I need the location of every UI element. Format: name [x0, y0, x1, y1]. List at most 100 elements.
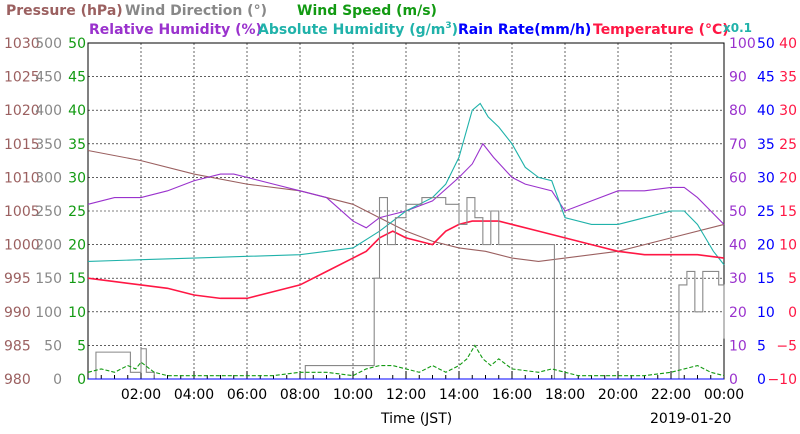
wind-direction-tick-label: 100	[35, 305, 62, 321]
wind-direction-tick-label: 0	[53, 372, 62, 388]
pressure-tick-label: 1005	[4, 204, 40, 220]
left-axis-ticks: 9809859909951000100510101015102010251030…	[4, 36, 86, 388]
x-tick-label: 14:00	[439, 387, 479, 403]
temperature-tick-label: 25	[779, 137, 797, 153]
x-tick-label: 02:00	[121, 387, 161, 403]
x-axis-label: Time (JST)	[380, 411, 452, 427]
legend-absolute-humidity-sup: 3	[445, 21, 451, 31]
humidity-tick-label: 40	[729, 238, 747, 254]
humidity-tick-label: 0	[729, 372, 738, 388]
x-tick-label: 10:00	[333, 387, 373, 403]
wind-direction-tick-label: 150	[35, 271, 62, 287]
rain-rate-tick-label: 50	[757, 36, 775, 52]
series-line-relative-humidity	[87, 142, 725, 229]
legend-scale-note: x0.1	[723, 21, 752, 35]
legend-relative-humidity: Relative Humidity (%)	[89, 22, 262, 38]
date-label: 2019-01-20	[650, 411, 731, 427]
x-tick-label: 12:00	[386, 387, 426, 403]
pressure-tick-label: 990	[4, 305, 31, 321]
wind-speed-tick-label: 35	[68, 137, 86, 153]
rain-rate-tick-label: 15	[757, 271, 775, 287]
wind-speed-tick-label: 50	[68, 36, 86, 52]
wind-speed-tick-label: 40	[68, 103, 86, 119]
humidity-tick-label: 30	[729, 271, 747, 287]
wind-speed-tick-label: 20	[68, 238, 86, 254]
wind-direction-tick-label: 50	[44, 338, 62, 354]
wind-speed-tick-label: 45	[68, 70, 86, 86]
rain-rate-tick-label: 30	[757, 170, 775, 186]
pressure-tick-label: 1010	[4, 170, 40, 186]
wind-speed-tick-label: 10	[68, 305, 86, 321]
wind-direction-tick-label: 350	[35, 137, 62, 153]
wind-direction-tick-label: 300	[35, 170, 62, 186]
pressure-tick-label: 980	[4, 372, 31, 388]
temperature-tick-label: 30	[779, 103, 797, 119]
legend-pressure: Pressure (hPa)	[6, 3, 123, 19]
series-line-absolute-humidity	[87, 102, 725, 266]
wind-speed-tick-label: 5	[77, 338, 86, 354]
temperature-tick-label: 5	[788, 271, 797, 287]
temperature-tick-label: 15	[779, 204, 797, 220]
legend-wind-speed: Wind Speed (m/s)	[297, 3, 437, 19]
humidity-tick-label: 60	[729, 170, 747, 186]
legend-wind-direction: Wind Direction (°)	[125, 3, 267, 19]
legend-rain-rate: Rain Rate(mm/h)	[458, 22, 591, 38]
pressure-tick-label: 1020	[4, 103, 40, 119]
rain-rate-tick-label: 0	[757, 372, 766, 388]
humidity-tick-label: 50	[729, 204, 747, 220]
wind-speed-tick-label: 30	[68, 170, 86, 186]
legend-temperature: Temperature (°C)	[593, 22, 729, 38]
humidity-tick-label: 70	[729, 137, 747, 153]
rain-rate-tick-label: 20	[757, 238, 775, 254]
x-tick-label: 08:00	[280, 387, 320, 403]
series-group	[87, 102, 725, 380]
pressure-tick-label: 1015	[4, 137, 40, 153]
rain-rate-tick-label: 45	[757, 70, 775, 86]
rain-rate-tick-label: 5	[757, 338, 766, 354]
wind-direction-tick-label: 250	[35, 204, 62, 220]
wind-speed-tick-label: 15	[68, 271, 86, 287]
temperature-tick-label: 20	[779, 170, 797, 186]
temperature-tick-label: −10	[767, 372, 797, 388]
x-tick-label: 06:00	[227, 387, 267, 403]
wind-speed-tick-label: 25	[68, 204, 86, 220]
pressure-tick-label: 995	[4, 271, 31, 287]
right-axis-ticks: 0102030405060708090100051015202530354045…	[729, 36, 797, 388]
humidity-tick-label: 90	[729, 70, 747, 86]
rain-rate-tick-label: 25	[757, 204, 775, 220]
wind-direction-tick-label: 400	[35, 103, 62, 119]
temperature-tick-label: 40	[779, 36, 797, 52]
rain-rate-tick-label: 35	[757, 137, 775, 153]
humidity-tick-label: 100	[729, 36, 756, 52]
wind-direction-tick-label: 450	[35, 70, 62, 86]
pressure-tick-label: 1000	[4, 238, 40, 254]
rain-rate-tick-label: 40	[757, 103, 775, 119]
pressure-tick-label: 985	[4, 338, 31, 354]
series-line-wind-direction	[88, 197, 725, 380]
humidity-tick-label: 20	[729, 305, 747, 321]
wind-direction-tick-label: 200	[35, 238, 62, 254]
x-tick-label: 22:00	[651, 387, 691, 403]
legend-absolute-humidity-main: Absolute Humidity (g/m	[258, 22, 445, 38]
wind-speed-tick-label: 0	[77, 372, 86, 388]
pressure-tick-label: 1025	[4, 70, 40, 86]
legend-absolute-humidity-end: )	[452, 22, 458, 38]
legend-absolute-humidity: Absolute Humidity (g/m3)	[258, 21, 458, 38]
rain-rate-tick-label: 10	[757, 305, 775, 321]
temperature-tick-label: 10	[779, 238, 797, 254]
temperature-tick-label: 0	[788, 305, 797, 321]
temperature-tick-label: −5	[776, 338, 797, 354]
pressure-tick-label: 1030	[4, 36, 40, 52]
series-line-temperature	[87, 220, 725, 300]
x-tick-label: 20:00	[598, 387, 638, 403]
wind-direction-tick-label: 500	[35, 36, 62, 52]
x-tick-label: 04:00	[174, 387, 214, 403]
series-line-pressure	[87, 149, 725, 262]
series-line-wind-speed	[87, 344, 725, 377]
humidity-tick-label: 80	[729, 103, 747, 119]
humidity-tick-label: 10	[729, 338, 747, 354]
x-tick-label: 16:00	[492, 387, 532, 403]
x-axis-ticks: 02:00 04:00 06:00 08:00 10:00 12:00 14:00 16:00…	[121, 387, 744, 403]
x-tick-label: 00:00	[704, 387, 744, 403]
